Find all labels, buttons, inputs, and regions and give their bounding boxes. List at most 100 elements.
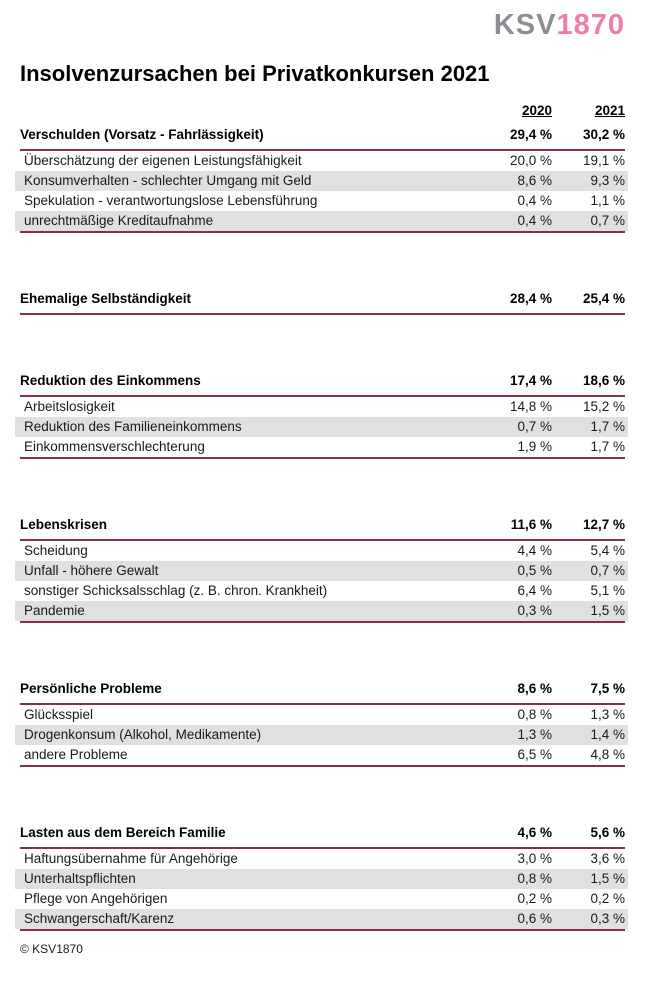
section-rows: Haftungsübernahme für Angehörige 3,0 % 3,6… xyxy=(15,847,628,931)
row-value-2021: 1,7 % xyxy=(590,439,625,454)
section-value-2020: 8,6 % xyxy=(517,681,552,696)
row-value-2020: 8,6 % xyxy=(517,173,552,188)
row-label: Glücksspiel xyxy=(24,707,94,722)
section-rows: Scheidung 4,4 % 5,4 % Unfall - höhere Gewal… xyxy=(15,539,628,623)
section: Lasten aus dem Bereich Familie 4,6 % 5,6 %… xyxy=(15,825,628,931)
section-value-2021: 12,7 % xyxy=(582,517,625,532)
row-label: Scheidung xyxy=(24,543,88,558)
table-row: Drogenkonsum (Alkohol, Medikamente) 1,3 %… xyxy=(15,725,628,745)
row-value-2021: 9,3 % xyxy=(590,173,625,188)
row-label: Überschätzung der eigenen Leistungsfähig… xyxy=(24,153,302,168)
section-header: Lasten aus dem Bereich Familie 4,6 % 5,6 % xyxy=(20,825,625,847)
row-label: Haftungsübernahme für Angehörige xyxy=(24,851,238,866)
row-label: Einkommensverschlechterung xyxy=(24,439,205,454)
table-row: Pandemie 0,3 % 1,5 % xyxy=(15,601,628,621)
section-header: Reduktion des Einkommens 17,4 % 18,6 % xyxy=(20,373,625,395)
table-row: andere Probleme 6,5 % 4,8 % xyxy=(15,745,628,765)
row-value-2021: 0,7 % xyxy=(590,213,625,228)
row-value-2021: 5,1 % xyxy=(590,583,625,598)
row-value-2021: 0,2 % xyxy=(590,891,625,906)
row-value-2020: 1,9 % xyxy=(517,439,552,454)
row-value-2021: 15,2 % xyxy=(582,399,625,414)
row-value-2021: 1,5 % xyxy=(590,871,625,886)
section-label: Ehemalige Selbständigkeit xyxy=(20,291,192,306)
row-label: Schwangerschaft/Karenz xyxy=(24,911,175,926)
section-header: Verschulden (Vorsatz - Fahrlässigkeit) 29… xyxy=(20,127,625,149)
copyright-notice: © KSV1870 xyxy=(20,942,83,956)
row-value-2020: 14,8 % xyxy=(509,399,552,414)
row-value-2021: 1,5 % xyxy=(590,603,625,618)
table-row: unrechtmäßige Kreditaufnahme 0,4 % 0,7 % xyxy=(15,211,628,231)
row-label: Unfall - höhere Gewalt xyxy=(24,563,159,578)
row-value-2021: 4,8 % xyxy=(590,747,625,762)
row-value-2020: 0,8 % xyxy=(517,707,552,722)
section-label: Verschulden (Vorsatz - Fahrlässigkeit) xyxy=(20,127,264,142)
section: Ehemalige Selbständigkeit 28,4 % 25,4 % xyxy=(20,291,625,315)
section-header: Lebenskrisen 11,6 % 12,7 % xyxy=(20,517,625,539)
section-value-2021: 5,6 % xyxy=(590,825,625,840)
row-value-2021: 5,4 % xyxy=(590,543,625,558)
section-value-2021: 7,5 % xyxy=(590,681,625,696)
table-row: Überschätzung der eigenen Leistungsfähig… xyxy=(15,151,628,171)
section-header: Ehemalige Selbständigkeit 28,4 % 25,4 % xyxy=(20,291,625,313)
section-value-2020: 28,4 % xyxy=(509,291,552,306)
row-value-2020: 6,5 % xyxy=(517,747,552,762)
table-row: sonstiger Schicksalsschlag (z. B. chron.… xyxy=(15,581,628,601)
table-row: Spekulation - verantwortungslose Lebensf… xyxy=(15,191,628,211)
row-value-2020: 0,7 % xyxy=(517,419,552,434)
section-rows: Arbeitslosigkeit 14,8 % 15,2 % Reduktion de… xyxy=(15,395,628,459)
section-label: Reduktion des Einkommens xyxy=(20,373,201,388)
row-label: Reduktion des Familieneinkommens xyxy=(24,419,242,434)
table-row: Konsumverhalten - schlechter Umgang mit … xyxy=(15,171,628,191)
row-value-2021: 1,3 % xyxy=(590,707,625,722)
row-label: andere Probleme xyxy=(24,747,128,762)
row-value-2020: 0,2 % xyxy=(517,891,552,906)
logo-text-1870: 1870 xyxy=(556,9,625,41)
table-row: Unfall - höhere Gewalt 0,5 % 0,7 % xyxy=(15,561,628,581)
row-value-2020: 0,3 % xyxy=(517,603,552,618)
row-value-2021: 1,1 % xyxy=(590,193,625,208)
row-label: Arbeitslosigkeit xyxy=(24,399,115,414)
table-row: Schwangerschaft/Karenz 0,6 % 0,3 % xyxy=(15,909,628,929)
row-label: unrechtmäßige Kreditaufnahme xyxy=(24,213,214,228)
row-label: Konsumverhalten - schlechter Umgang mit … xyxy=(24,173,312,188)
section-header: Persönliche Probleme 8,6 % 7,5 % xyxy=(20,681,625,703)
table-row: Arbeitslosigkeit 14,8 % 15,2 % xyxy=(15,397,628,417)
section-rows: Überschätzung der eigenen Leistungsfähig… xyxy=(15,149,628,233)
row-label: Drogenkonsum (Alkohol, Medikamente) xyxy=(24,727,262,742)
row-label: Pflege von Angehörigen xyxy=(24,891,168,906)
row-value-2020: 0,8 % xyxy=(517,871,552,886)
row-value-2020: 0,6 % xyxy=(517,911,552,926)
section-value-2021: 30,2 % xyxy=(582,127,625,142)
section-value-2020: 4,6 % xyxy=(517,825,552,840)
row-value-2020: 20,0 % xyxy=(509,153,552,168)
row-value-2021: 0,3 % xyxy=(590,911,625,926)
section-label: Persönliche Probleme xyxy=(20,681,162,696)
row-label: sonstiger Schicksalsschlag (z. B. chron.… xyxy=(24,583,328,598)
row-value-2020: 0,4 % xyxy=(517,193,552,208)
page-title: Insolvenzursachen bei Privatkonkursen 20… xyxy=(20,61,490,86)
row-value-2020: 1,3 % xyxy=(517,727,552,742)
section-value-2020: 29,4 % xyxy=(509,127,552,142)
ksv1870-logo: KSV1870 xyxy=(20,8,625,42)
column-headers: 2020 2021 xyxy=(20,103,625,118)
row-value-2021: 1,4 % xyxy=(590,727,625,742)
sections-container: Verschulden (Vorsatz - Fahrlässigkeit) 29… xyxy=(15,127,628,931)
section-rows: Glücksspiel 0,8 % 1,3 % Drogenkonsum (Alkoh… xyxy=(15,703,628,767)
section: Persönliche Probleme 8,6 % 7,5 % Glücksspie… xyxy=(15,681,628,767)
row-label: Pandemie xyxy=(24,603,85,618)
row-value-2021: 1,7 % xyxy=(590,419,625,434)
row-label: Unterhaltspflichten xyxy=(24,871,136,886)
row-value-2021: 0,7 % xyxy=(590,563,625,578)
table-row: Einkommensverschlechterung 1,9 % 1,7 % xyxy=(15,437,628,457)
section-rows xyxy=(20,313,625,315)
section-label: Lebenskrisen xyxy=(20,517,108,532)
column-header-2020: 2020 xyxy=(521,103,552,118)
table-row: Pflege von Angehörigen 0,2 % 0,2 % xyxy=(15,889,628,909)
row-value-2020: 4,4 % xyxy=(517,543,552,558)
section-value-2021: 25,4 % xyxy=(582,291,625,306)
logo-text-ksv: KSV xyxy=(493,9,557,41)
table-row: Unterhaltspflichten 0,8 % 1,5 % xyxy=(15,869,628,889)
table-row: Glücksspiel 0,8 % 1,3 % xyxy=(15,705,628,725)
